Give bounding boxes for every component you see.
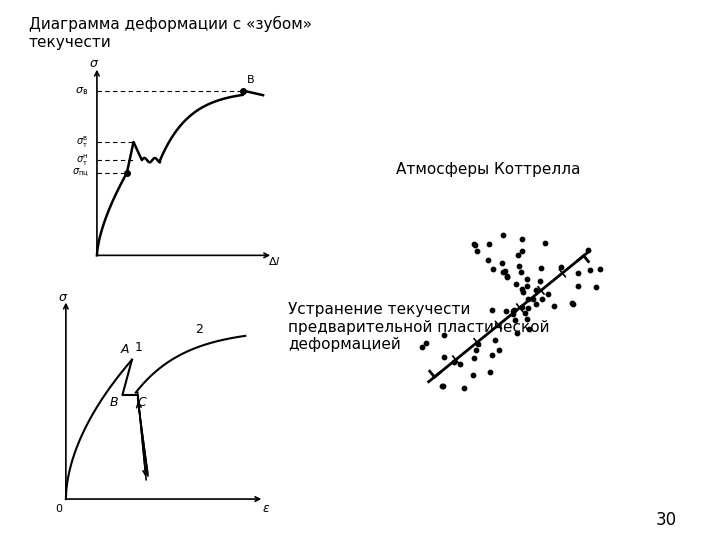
Text: 1: 1 [135, 341, 143, 354]
Point [468, 240, 480, 248]
Point [594, 265, 606, 273]
Text: $\sigma_{\mathregular{т}}^{\mathregular{в}}$: $\sigma_{\mathregular{т}}^{\mathregular{… [76, 134, 89, 150]
Point [572, 268, 584, 277]
Text: 30: 30 [656, 511, 677, 529]
Point [566, 299, 577, 307]
Point [510, 315, 521, 324]
Point [493, 346, 505, 354]
Point [448, 357, 459, 366]
Point [516, 247, 527, 255]
Point [527, 295, 539, 303]
Point [438, 353, 450, 362]
Point [548, 302, 559, 310]
Point [482, 255, 494, 264]
Point [489, 336, 500, 345]
Point [420, 339, 431, 347]
Point [521, 315, 533, 323]
Text: $\sigma_{\mathregular{пц}}$: $\sigma_{\mathregular{пц}}$ [72, 167, 89, 179]
Point [483, 240, 495, 248]
Point [519, 309, 531, 318]
Point [486, 350, 498, 359]
Point [539, 238, 551, 247]
Text: $\varepsilon$: $\varepsilon$ [262, 502, 270, 515]
Point [513, 251, 524, 260]
Point [536, 295, 548, 303]
Point [518, 287, 529, 296]
Point [523, 294, 534, 303]
Point [542, 289, 554, 298]
Point [501, 273, 513, 281]
Point [438, 330, 450, 339]
Point [508, 306, 519, 314]
Point [472, 340, 484, 348]
Point [590, 282, 602, 291]
Point [487, 265, 498, 274]
Point [535, 263, 546, 272]
Point [470, 346, 482, 355]
Point [522, 303, 534, 312]
Text: 2: 2 [195, 323, 203, 336]
Point [498, 267, 509, 276]
Text: $\sigma$: $\sigma$ [89, 57, 99, 71]
Point [500, 267, 511, 275]
Point [522, 275, 534, 284]
Text: Диаграмма деформации с «зубом»
текучести: Диаграмма деформации с «зубом» текучести [29, 16, 312, 50]
Point [521, 281, 533, 290]
Text: $\Delta l$: $\Delta l$ [269, 255, 281, 267]
Point [467, 371, 479, 380]
Text: B: B [246, 75, 254, 85]
Point [454, 360, 465, 368]
Point [555, 263, 567, 272]
Point [511, 329, 523, 338]
Point [507, 307, 518, 315]
Text: A: A [121, 343, 129, 356]
Point [469, 241, 480, 249]
Point [486, 306, 498, 315]
Point [458, 383, 469, 392]
Point [516, 302, 528, 311]
Point [572, 281, 584, 290]
Point [523, 325, 535, 334]
Point [498, 231, 509, 239]
Point [500, 307, 511, 315]
Point [496, 259, 508, 267]
Text: $\sigma_{\mathregular{в}}$: $\sigma_{\mathregular{в}}$ [76, 85, 89, 97]
Text: C: C [138, 396, 146, 409]
Point [516, 234, 528, 243]
Text: $\sigma$: $\sigma$ [58, 291, 68, 303]
Text: Атмосферы Коттрелла: Атмосферы Коттрелла [396, 162, 580, 177]
Point [510, 279, 521, 288]
Point [468, 354, 480, 363]
Point [513, 261, 525, 270]
Point [530, 300, 541, 308]
Text: $\sigma_{\mathregular{т}}^{\mathregular{н}}$: $\sigma_{\mathregular{т}}^{\mathregular{… [76, 152, 89, 168]
Point [436, 381, 448, 390]
Text: 0: 0 [55, 504, 62, 514]
Point [472, 247, 483, 255]
Text: B: B [110, 396, 119, 409]
Point [484, 368, 495, 376]
Point [437, 382, 449, 390]
Point [516, 285, 528, 294]
Point [515, 267, 526, 276]
Point [531, 286, 542, 294]
Point [567, 300, 579, 308]
Point [582, 246, 593, 254]
Text: Устранение текучести
предварительной пластической
деформацией: Устранение текучести предварительной пла… [288, 302, 549, 352]
Point [584, 266, 595, 274]
Point [535, 276, 546, 285]
Point [416, 342, 428, 351]
Point [501, 272, 513, 280]
Point [508, 309, 519, 318]
